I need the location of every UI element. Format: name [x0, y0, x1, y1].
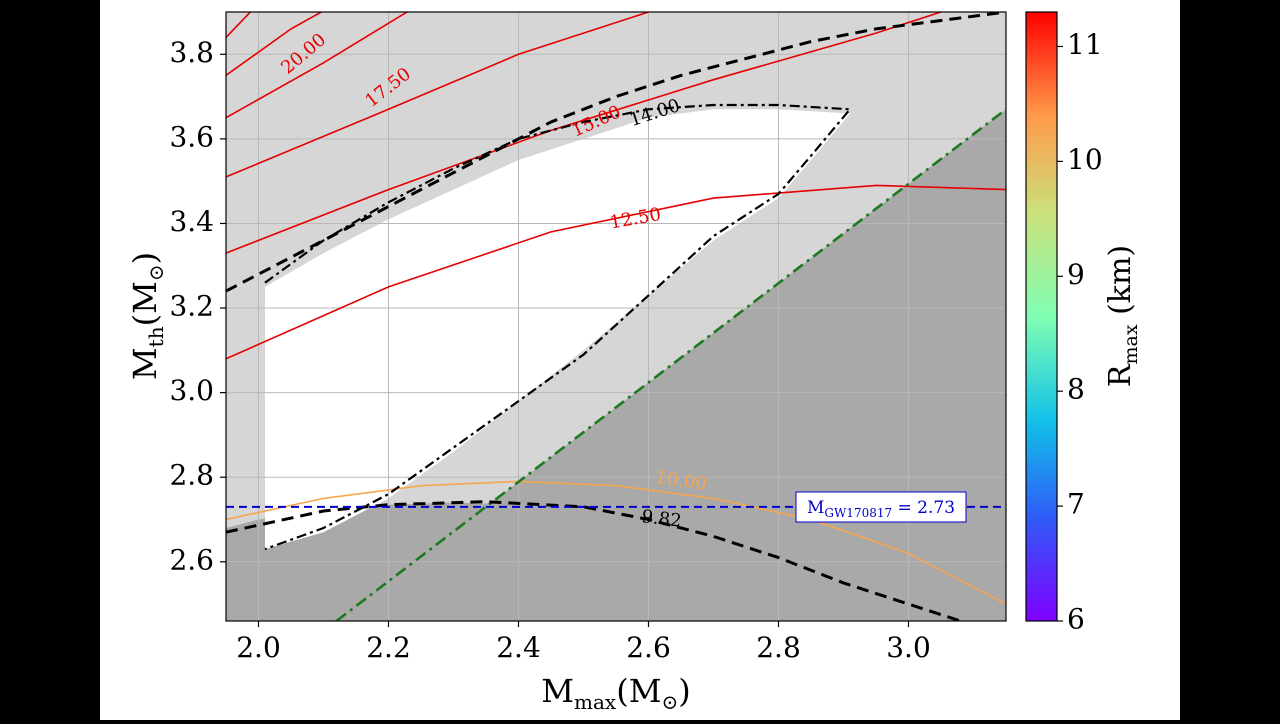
y-axis-label: Mth(M⊙) — [126, 252, 168, 380]
colorbar-label-rest: (km) — [1103, 245, 1138, 325]
colorbar-tick-label: 10 — [1067, 143, 1103, 176]
x-tick-label: 2.8 — [756, 631, 801, 664]
gw170817-legend-box: MGW170817 = 2.73 — [795, 491, 967, 523]
colorbar-ticks: 6 7 8 9 10 11 — [1057, 28, 1103, 636]
y-tick-label: 3.8 — [169, 36, 214, 69]
colorbar-label-sub: max — [1120, 324, 1142, 364]
x-axis-label-close: ) — [678, 672, 690, 710]
colorbar-label: Rmax (km) — [1103, 245, 1142, 387]
colorbar-tick-label: 7 — [1067, 488, 1085, 521]
colorbar-tick-label: 9 — [1067, 258, 1085, 291]
y-tick-label: 3.4 — [169, 205, 214, 238]
colorbar-gradient — [1025, 11, 1058, 622]
x-tick-label: 2.0 — [236, 631, 281, 664]
x-tick-label: 2.4 — [496, 631, 541, 664]
contour-label: 9.82 — [640, 506, 682, 532]
y-tick-label: 3.2 — [169, 290, 214, 323]
y-tick-label: 2.6 — [169, 543, 214, 576]
orange-contour-line — [226, 480, 1006, 605]
x-tick-label: 2.6 — [626, 631, 671, 664]
red-contour-line — [226, 12, 942, 254]
x-axis-label-unit: (M — [616, 672, 661, 710]
y-tick-label: 3.0 — [169, 374, 214, 407]
y-tick-label: 2.8 — [169, 459, 214, 492]
x-axis-label-main: M — [541, 672, 574, 710]
red-contour-line — [226, 12, 649, 178]
y-axis-label-unit: (M — [126, 281, 164, 326]
black-dashed-upper-contour — [226, 12, 1006, 293]
colorbar-tick-label: 6 — [1067, 603, 1085, 636]
red-contour-line — [226, 184, 1006, 360]
x-tick-label: 2.2 — [366, 631, 411, 664]
plot-frame — [225, 11, 1007, 622]
colorbar-label-main: R — [1103, 363, 1138, 387]
gw-label-rest: = 2.73 — [892, 498, 955, 518]
black-dashed-lower-contour — [226, 500, 966, 621]
x-axis-label-sun: ⊙ — [661, 690, 678, 714]
allowed-region — [265, 109, 850, 550]
axes: 2.0 2.2 2.4 2.6 2.8 3.0 2.6 2.8 3.0 3.2 3.4 3.6 3.8 — [169, 36, 930, 664]
x-axis-label: Mmax(M⊙) — [541, 672, 690, 714]
red-contour-line — [226, 12, 252, 38]
green-dashdot-line — [335, 108, 1006, 621]
colorbar-tick-label: 8 — [1067, 373, 1085, 406]
x-tick-label: 3.0 — [886, 631, 931, 664]
svg-text:MGW170817 = 2.73: MGW170817 = 2.73 — [807, 498, 955, 520]
colorbar-tick-label: 11 — [1067, 28, 1103, 61]
x-axis-label-sub: max — [574, 690, 617, 714]
y-axis-label-sub: th — [144, 326, 168, 347]
gw-label-main: M — [807, 498, 824, 518]
black-dashdot-boundary — [264, 103, 853, 551]
figure: 20.00 17.50 15.00 12.50 14.00 10.00 9.82 2.0 2.… — [100, 0, 1180, 720]
red-contour-line — [226, 12, 409, 119]
colorbar: 6 7 8 9 10 11 Rmax (km) — [1025, 11, 1142, 636]
y-tick-label: 3.6 — [169, 120, 214, 153]
red-contour-line — [226, 12, 323, 77]
gw-label-sub: GW170817 — [824, 506, 892, 520]
y-axis-label-main: M — [126, 347, 164, 380]
y-axis-label-close: ) — [126, 252, 164, 264]
y-axis-label-sun: ⊙ — [144, 264, 168, 281]
